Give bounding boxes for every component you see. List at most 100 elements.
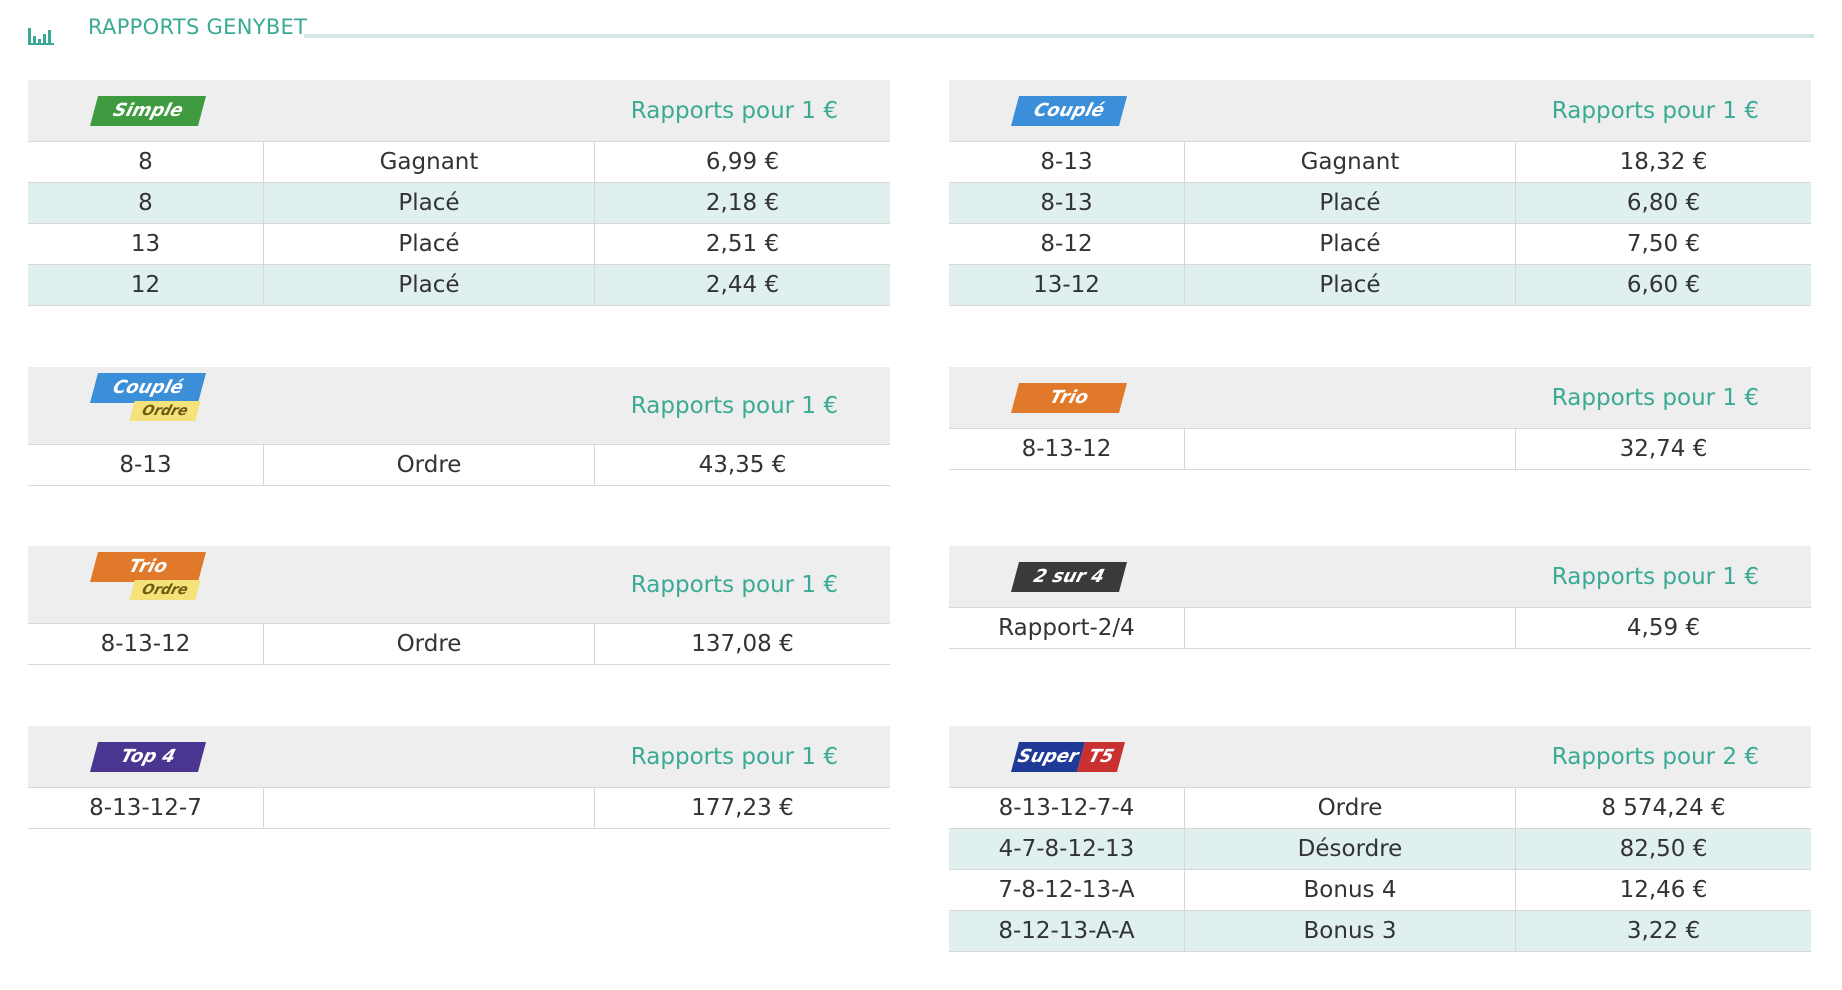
table-cell: 3,22 €: [1626, 918, 1701, 944]
price-header: Rapports pour 1 €: [1551, 563, 1759, 590]
table-cell: 2,51 €: [705, 231, 780, 257]
table-cell: 8-13-12: [28, 624, 264, 664]
payout-table: Trio Ordre Rapports pour 1 €8-13-12 Ordre 13…: [28, 546, 890, 726]
price-header: Rapports pour 1 €: [630, 392, 838, 419]
table-row: 8 Placé 2,18 €: [28, 183, 890, 224]
table-cell: Gagnant: [264, 142, 595, 182]
table-row: Rapport-2/4 4,59 €: [949, 608, 1811, 649]
table-cell: Bonus 4: [1185, 870, 1516, 910]
table-row: 8-13 Ordre 43,35 €: [28, 445, 890, 486]
payout-table: 2 sur 4 Rapports pour 1 € Rapport-2/4 4,59 …: [949, 546, 1811, 726]
badge-label: Couplé: [89, 373, 207, 403]
payout-table: Top 4 Rapports pour 1 € 8-13-12-7 177,23 €: [28, 726, 890, 952]
table-row: 8-12 Placé 7,50 €: [949, 224, 1811, 265]
badge-label: 2 sur 4: [1010, 562, 1128, 592]
payout-table: Trio Rapports pour 1 € 8-13-12 32,74 €: [949, 367, 1811, 546]
table-cell: Placé: [1185, 224, 1516, 264]
table-cell: Placé: [264, 224, 595, 264]
table-cell: 12: [28, 265, 264, 305]
badge-label: Couplé: [1010, 96, 1128, 126]
table-row: 12 Placé 2,44 €: [28, 265, 890, 306]
table-cell: Placé: [264, 265, 595, 305]
table-cell: 18,32 €: [1619, 149, 1708, 175]
table-cell: 4,59 €: [1626, 615, 1701, 641]
table-cell: 43,35 €: [698, 452, 787, 478]
table-cell: 8-12: [949, 224, 1185, 264]
table-header: Couplé Rapports pour 1 €: [949, 80, 1811, 142]
price-header: Rapports pour 1 €: [1551, 384, 1759, 411]
table-cell: 32,74 €: [1619, 436, 1708, 462]
table-cell: 8-13: [28, 445, 264, 485]
table-cell: Placé: [1185, 265, 1516, 305]
table-cell: 177,23 €: [691, 795, 794, 821]
header-rule: [304, 34, 1814, 38]
table-header: Trio Ordre Rapports pour 1 €: [28, 546, 890, 624]
table-cell: Placé: [1185, 183, 1516, 223]
table-header: Top 4 Rapports pour 1 €: [28, 726, 890, 788]
table-cell: 8-12-13-A-A: [949, 911, 1185, 951]
badge-label: Top 4: [89, 742, 207, 772]
table-row: 8-12-13-A-A Bonus 3 3,22 €: [949, 911, 1811, 952]
table-header: Super T5 Rapports pour 2 €: [949, 726, 1811, 788]
table-cell: Bonus 3: [1185, 911, 1516, 951]
table-row: 8-13-12-7 177,23 €: [28, 788, 890, 829]
table-cell: 137,08 €: [691, 631, 794, 657]
table-cell: 6,99 €: [705, 149, 780, 175]
table-cell: 4-7-8-12-13: [949, 829, 1185, 869]
section-header: RAPPORTS GENYBET: [28, 12, 1814, 52]
table-row: 8 Gagnant 6,99 €: [28, 142, 890, 183]
table-cell: Ordre: [1185, 788, 1516, 828]
table-cell: 12,46 €: [1619, 877, 1708, 903]
table-row: 7-8-12-13-A Bonus 4 12,46 €: [949, 870, 1811, 911]
badge-label: Simple: [89, 96, 207, 126]
table-cell: 7-8-12-13-A: [949, 870, 1185, 910]
price-header: Rapports pour 1 €: [630, 571, 838, 598]
table-cell: Désordre: [1185, 829, 1516, 869]
table-row: 8-13 Gagnant 18,32 €: [949, 142, 1811, 183]
table-cell: Ordre: [264, 624, 595, 664]
payout-table: Super T5 Rapports pour 2 € 8-13-12-7-4 Ordre…: [949, 726, 1811, 952]
table-cell: 13-12: [949, 265, 1185, 305]
price-header: Rapports pour 2 €: [1551, 743, 1759, 770]
table-cell: 8-13-12-7-4: [949, 788, 1185, 828]
table-cell: 13: [28, 224, 264, 264]
table-cell: 8-13-12: [949, 429, 1185, 469]
table-cell: [264, 788, 595, 828]
price-header: Rapports pour 1 €: [630, 743, 838, 770]
table-cell: 2,18 €: [705, 190, 780, 216]
table-cell: 8-13-12-7: [28, 788, 264, 828]
badge-label: T5: [1076, 742, 1126, 772]
table-cell: 8-13: [949, 142, 1185, 182]
table-cell: 82,50 €: [1619, 836, 1708, 862]
table-cell: 7,50 €: [1626, 231, 1701, 257]
payout-table: Couplé Ordre Rapports pour 1 €8-13 Ordre 43,…: [28, 367, 890, 546]
badge-label: Ordre: [129, 580, 201, 600]
table-row: 4-7-8-12-13 Désordre 82,50 €: [949, 829, 1811, 870]
table-cell: Rapport-2/4: [949, 608, 1185, 648]
table-cell: 8 574,24 €: [1601, 795, 1726, 821]
table-cell: [1185, 429, 1516, 469]
table-row: 8-13-12-7-4 Ordre 8 574,24 €: [949, 788, 1811, 829]
badge-label: Ordre: [129, 401, 201, 421]
table-cell: [1185, 608, 1516, 648]
badge-label: Trio: [89, 552, 207, 582]
table-row: 13-12 Placé 6,60 €: [949, 265, 1811, 306]
badge-label: Trio: [1010, 383, 1128, 413]
table-header: Trio Rapports pour 1 €: [949, 367, 1811, 429]
payout-table: Couplé Rapports pour 1 € 8-13 Gagnant 18,32 …: [949, 80, 1811, 367]
table-cell: Placé: [264, 183, 595, 223]
price-header: Rapports pour 1 €: [630, 97, 838, 124]
table-cell: 2,44 €: [705, 272, 780, 298]
badge-label: Super: [1010, 742, 1086, 772]
table-cell: Ordre: [264, 445, 595, 485]
chart-icon: [28, 28, 54, 45]
section-title: RAPPORTS GENYBET: [88, 15, 308, 39]
table-row: 8-13-12 Ordre 137,08 €: [28, 624, 890, 665]
table-row: 8-13 Placé 6,80 €: [949, 183, 1811, 224]
table-cell: 8: [28, 142, 264, 182]
tables-grid: Simple Rapports pour 1 €8 Gagnant 6,99 €8 Pl…: [28, 80, 1811, 952]
table-cell: 8: [28, 183, 264, 223]
table-cell: 8-13: [949, 183, 1185, 223]
table-cell: 6,60 €: [1626, 272, 1701, 298]
